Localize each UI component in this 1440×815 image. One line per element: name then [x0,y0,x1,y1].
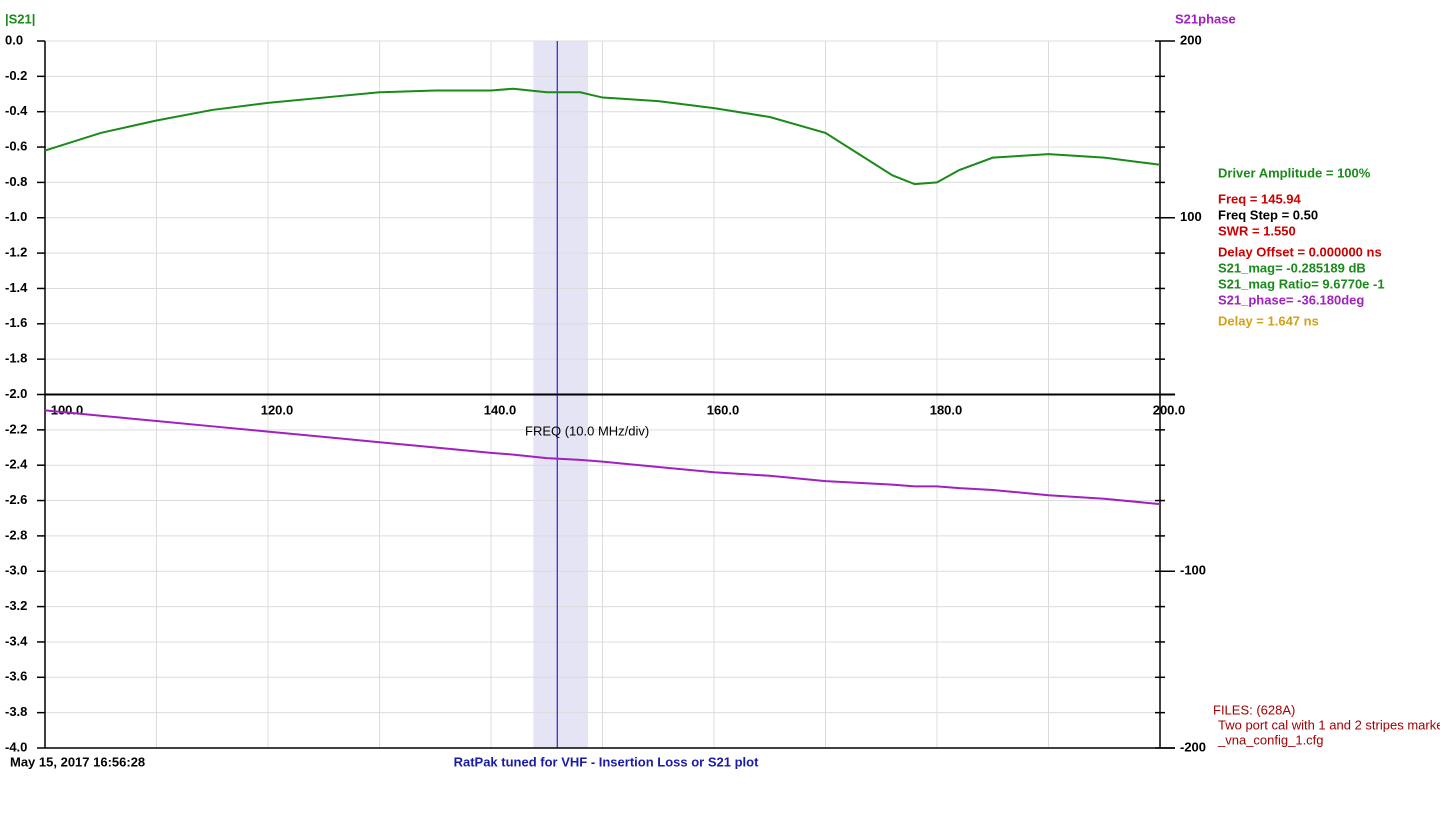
y-tick-label: -3.4 [5,633,28,648]
readout-text: Delay = 1.647 ns [1218,313,1319,328]
readout-text: Freq Step = 0.50 [1218,207,1318,222]
y-tick-label: -3.0 [5,563,27,578]
y-tick-label: -3.2 [5,598,27,613]
y2-tick-label: 200 [1180,32,1202,47]
x-axis-label: FREQ (10.0 MHz/div) [525,423,649,438]
y-tick-label: 0.0 [5,32,23,47]
x-tick-label: 120.0 [261,402,294,417]
y-tick-label: -2.8 [5,527,27,542]
y2-tick-label: -200 [1180,739,1206,754]
y-tick-label: -1.8 [5,351,27,366]
y-tick-label: -1.4 [5,280,28,295]
x-tick-label: 140.0 [484,402,517,417]
readout-text: SWR = 1.550 [1218,223,1296,238]
y2-tick-label: 100 [1180,209,1202,224]
x-tick-label: 160.0 [707,402,740,417]
y-tick-label: -2.4 [5,457,28,472]
y-tick-label: -1.0 [5,209,27,224]
x-tick-label: 200.0 [1153,402,1186,417]
files-heading: FILES: (628A) [1213,702,1295,717]
readout-text: Delay Offset = 0.000000 ns [1218,244,1382,259]
files-line: _vna_config_1.cfg [1217,732,1324,747]
y-tick-label: -0.4 [5,103,28,118]
y-tick-label: -0.6 [5,138,27,153]
readout-text: Freq = 145.94 [1218,191,1302,206]
series-line [44,409,1161,506]
files-line: Two port cal with 1 and 2 stripes marked [1218,717,1440,732]
chart-title: RatPak tuned for VHF - Insertion Loss or… [454,754,759,769]
y-tick-label: -3.8 [5,704,27,719]
readout-text: S21_mag= -0.285189 dB [1218,260,1366,275]
y-tick-label: -0.8 [5,174,27,189]
y-tick-label: -2.2 [5,421,27,436]
y2-tick-label: -100 [1180,563,1206,578]
y-axis-label: |S21| [5,11,35,26]
y-tick-label: -1.6 [5,315,27,330]
x-tick-label: 100.0 [51,402,84,417]
readout-text: S21_phase= -36.180deg [1218,292,1364,307]
y2-axis-label: S21phase [1175,11,1236,26]
y-tick-label: -1.2 [5,245,27,260]
series-line [44,87,1161,186]
y-tick-label: -2.6 [5,492,27,507]
timestamp: May 15, 2017 16:56:28 [10,754,145,769]
readout-text: Driver Amplitude = 100% [1218,165,1371,180]
y-tick-label: -4.0 [5,739,27,754]
y-tick-label: -2.0 [5,386,27,401]
y-tick-label: -0.2 [5,68,27,83]
y-tick-label: -3.6 [5,669,27,684]
x-tick-label: 180.0 [930,402,963,417]
readout-text: S21_mag Ratio= 9.6770e -1 [1218,276,1385,291]
